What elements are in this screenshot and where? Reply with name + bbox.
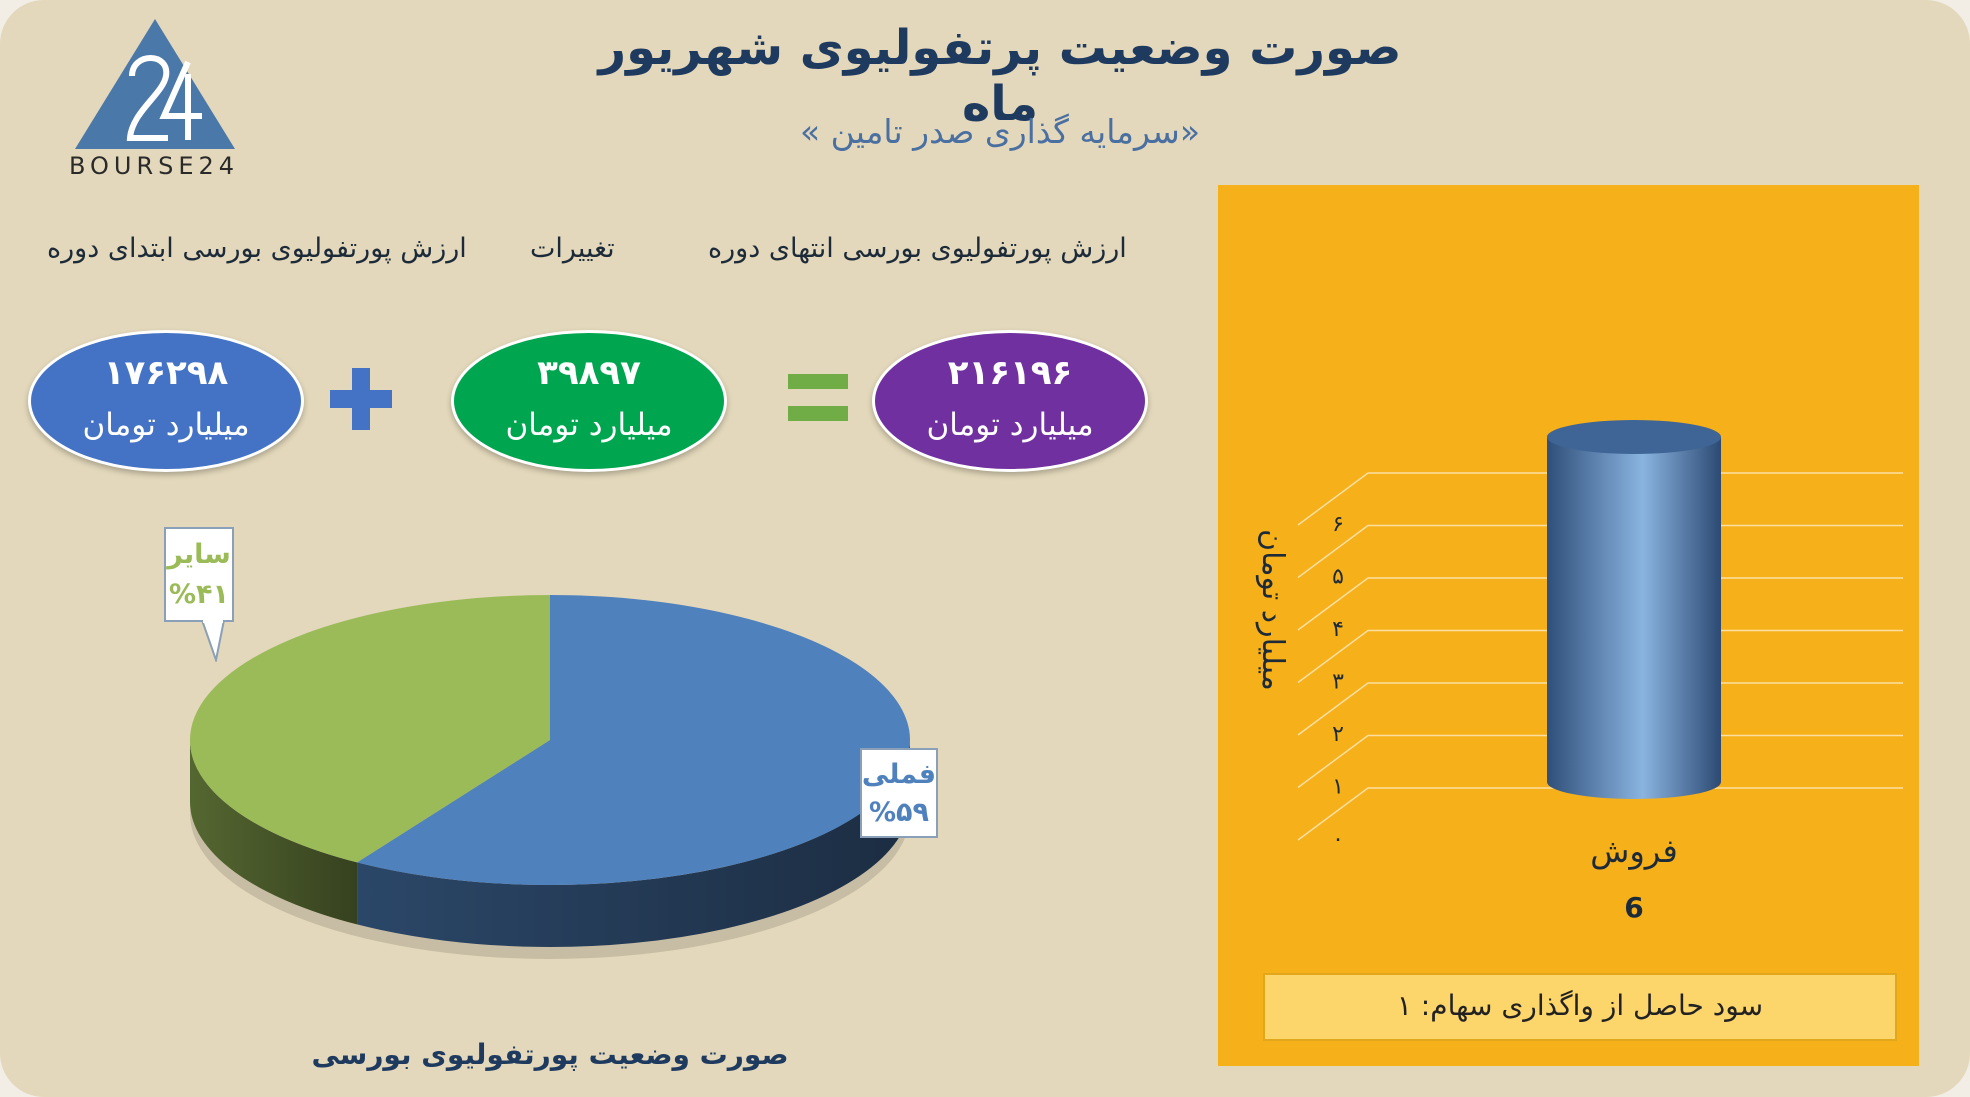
start-value-unit: میلیارد تومان <box>82 407 250 443</box>
sales-chart-panel: ۰ ۱ ۲ ۳ ۴ ۵ ۶ میلیارد تومان فروش 6 <box>1218 185 1919 1066</box>
bar-data-label: 6 <box>1624 891 1643 924</box>
y-tick-label: ۰ <box>1332 827 1344 852</box>
pie-slice-فملی <box>357 595 910 885</box>
callout-other: سایر %۴۱ <box>164 527 234 622</box>
profit-note: سود حاصل از واگذاری سهام: ۱ <box>1263 973 1897 1041</box>
page-subtitle: «سرمایه گذاری صدر تامین » <box>799 112 1201 151</box>
plus-icon <box>330 368 392 430</box>
y-axis-label: میلیارد تومان <box>1255 529 1290 691</box>
callout-melli-label: فملی <box>861 759 936 790</box>
gridline <box>1297 629 1903 684</box>
bar-فروش <box>1547 420 1721 799</box>
change-value-oval: ۳۹۸۹۷ میلیارد تومان <box>451 330 727 472</box>
pie-title: صورت وضعیت پورتفولیوی بورسی <box>311 1038 789 1071</box>
y-tick-label: ۱ <box>1332 775 1344 800</box>
x-category-label: فروش <box>1590 832 1677 870</box>
logo-text: BOURSE24 <box>68 152 240 180</box>
equals-icon <box>788 374 848 421</box>
start-value-label: ارزش پورتفولیوی بورسی ابتدای دوره <box>47 233 467 264</box>
callout-melli: فملی %۵۹ <box>860 748 938 838</box>
callout-other-value: %۴۱ <box>168 579 229 610</box>
gridline <box>1297 577 1903 631</box>
sales-bar-chart: ۰ ۱ ۲ ۳ ۴ ۵ ۶ میلیارد تومان فروش 6 <box>1255 420 1903 924</box>
pie-side-فملی <box>357 740 910 947</box>
end-value-unit: میلیارد تومان <box>926 407 1094 443</box>
y-tick-label: ۴ <box>1332 617 1344 642</box>
y-tick-label: ۵ <box>1332 565 1344 590</box>
gridline <box>1297 472 1903 526</box>
start-value-oval: ۱۷۶۲۹۸ میلیارد تومان <box>28 330 304 472</box>
change-value: ۳۹۸۹۷ <box>537 353 641 393</box>
gridline <box>1297 787 1903 841</box>
change-value-unit: میلیارد تومان <box>505 407 673 443</box>
y-tick-label: ۳ <box>1332 670 1344 695</box>
y-tick-label: ۶ <box>1332 512 1344 537</box>
end-value: ۲۱۶۱۹۶ <box>947 353 1073 393</box>
gridline <box>1297 682 1903 736</box>
page-title: صورت وضعیت پرتفولیوی شهریور ماه <box>598 20 1402 132</box>
change-label: تغییرات <box>530 233 615 264</box>
end-value-oval: ۲۱۶۱۹۶ میلیارد تومان <box>872 330 1148 472</box>
gridline <box>1297 524 1903 579</box>
callout-other-pointer <box>200 620 226 662</box>
bourse24-logo-icon <box>75 19 235 149</box>
portfolio-pie-chart <box>190 595 910 959</box>
pie-side-سایر <box>190 740 358 925</box>
callout-other-label: سایر <box>167 539 231 570</box>
start-value: ۱۷۶۲۹۸ <box>103 353 229 393</box>
end-value-label: ارزش پورتفولیوی بورسی انتهای دوره <box>708 233 1127 264</box>
y-tick-label: ۲ <box>1332 722 1344 747</box>
callout-melli-value: %۵۹ <box>868 797 929 828</box>
gridline <box>1297 734 1903 789</box>
pie-slice-سایر <box>190 595 550 863</box>
